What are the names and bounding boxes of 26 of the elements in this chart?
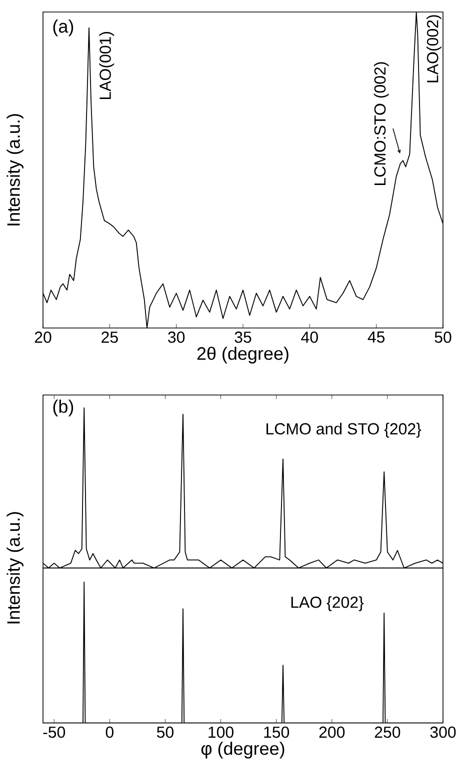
x-tick-label: 100 [208, 726, 234, 738]
y-axis-title: Intensity (a.u.) [6, 512, 24, 624]
x-tick-label: 20 [34, 332, 52, 343]
annotation: LCMO:STO (002) [374, 62, 389, 185]
x-tick-label: 50 [434, 332, 452, 343]
x-tick-label: 50 [156, 726, 174, 738]
annotation: LAO(002) [426, 15, 442, 82]
x-tick-label: 30 [168, 332, 185, 343]
annotation: (b) [53, 400, 74, 416]
x-tick-label: 35 [234, 332, 252, 343]
x-tick-label: 0 [106, 726, 114, 738]
x-tick-label: 250 [374, 726, 400, 738]
x-tick-label: 25 [102, 332, 118, 343]
series-label: LCMO and STO {202} [266, 422, 422, 438]
annotation: LAO(001) [99, 32, 114, 100]
x-axis-title: 2θ (degree) [197, 346, 288, 364]
series-label: LAO {202} [291, 596, 364, 612]
x-tick-label: 45 [368, 332, 385, 343]
y-axis-title: Intensity (a.u.) [6, 114, 24, 226]
annotation: (a) [53, 20, 74, 36]
x-tick-label: 200 [319, 726, 345, 738]
x-tick-label: 300 [430, 726, 456, 738]
x-tick-label: -50 [43, 726, 66, 738]
x-axis-title: φ (degree) [201, 742, 284, 758]
x-tick-label: 150 [264, 726, 290, 738]
x-tick-label: 40 [301, 332, 318, 343]
